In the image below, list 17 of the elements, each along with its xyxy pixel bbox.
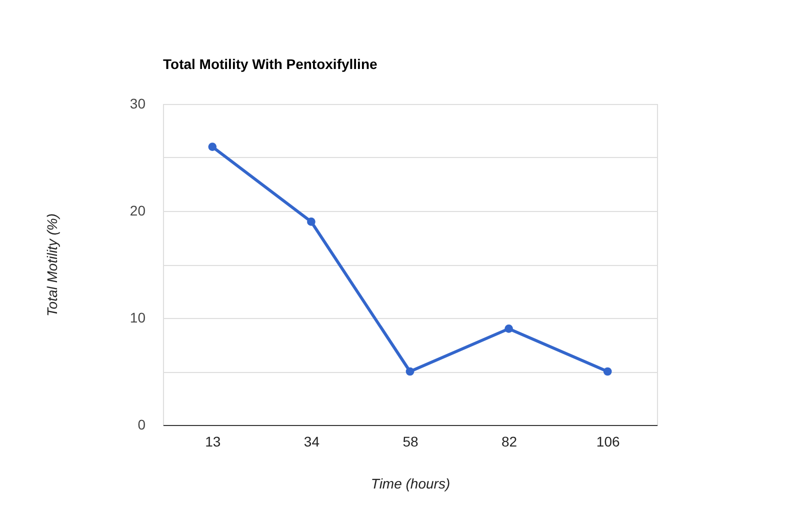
x-tick-label: 13 [205, 434, 221, 450]
point [208, 142, 217, 151]
x-tick-label: 82 [502, 434, 518, 450]
point [406, 367, 414, 376]
y-tick-label: 30 [130, 96, 146, 112]
x-tick-label: 106 [596, 434, 620, 450]
y-tick-label: 0 [138, 416, 146, 432]
x-tick-label: 34 [304, 434, 320, 450]
x-tick-label: 58 [402, 434, 418, 450]
x-axis-title: Time (hours) [370, 476, 450, 492]
y-tick-label: 20 [130, 202, 146, 218]
chart-title: Total Motility With Pentoxifylline [163, 56, 378, 72]
point [504, 324, 513, 333]
y-axis-title: Total Motility (%) [44, 214, 60, 316]
point [603, 367, 612, 376]
y-tick-label: 10 [130, 310, 146, 326]
point [307, 218, 316, 226]
